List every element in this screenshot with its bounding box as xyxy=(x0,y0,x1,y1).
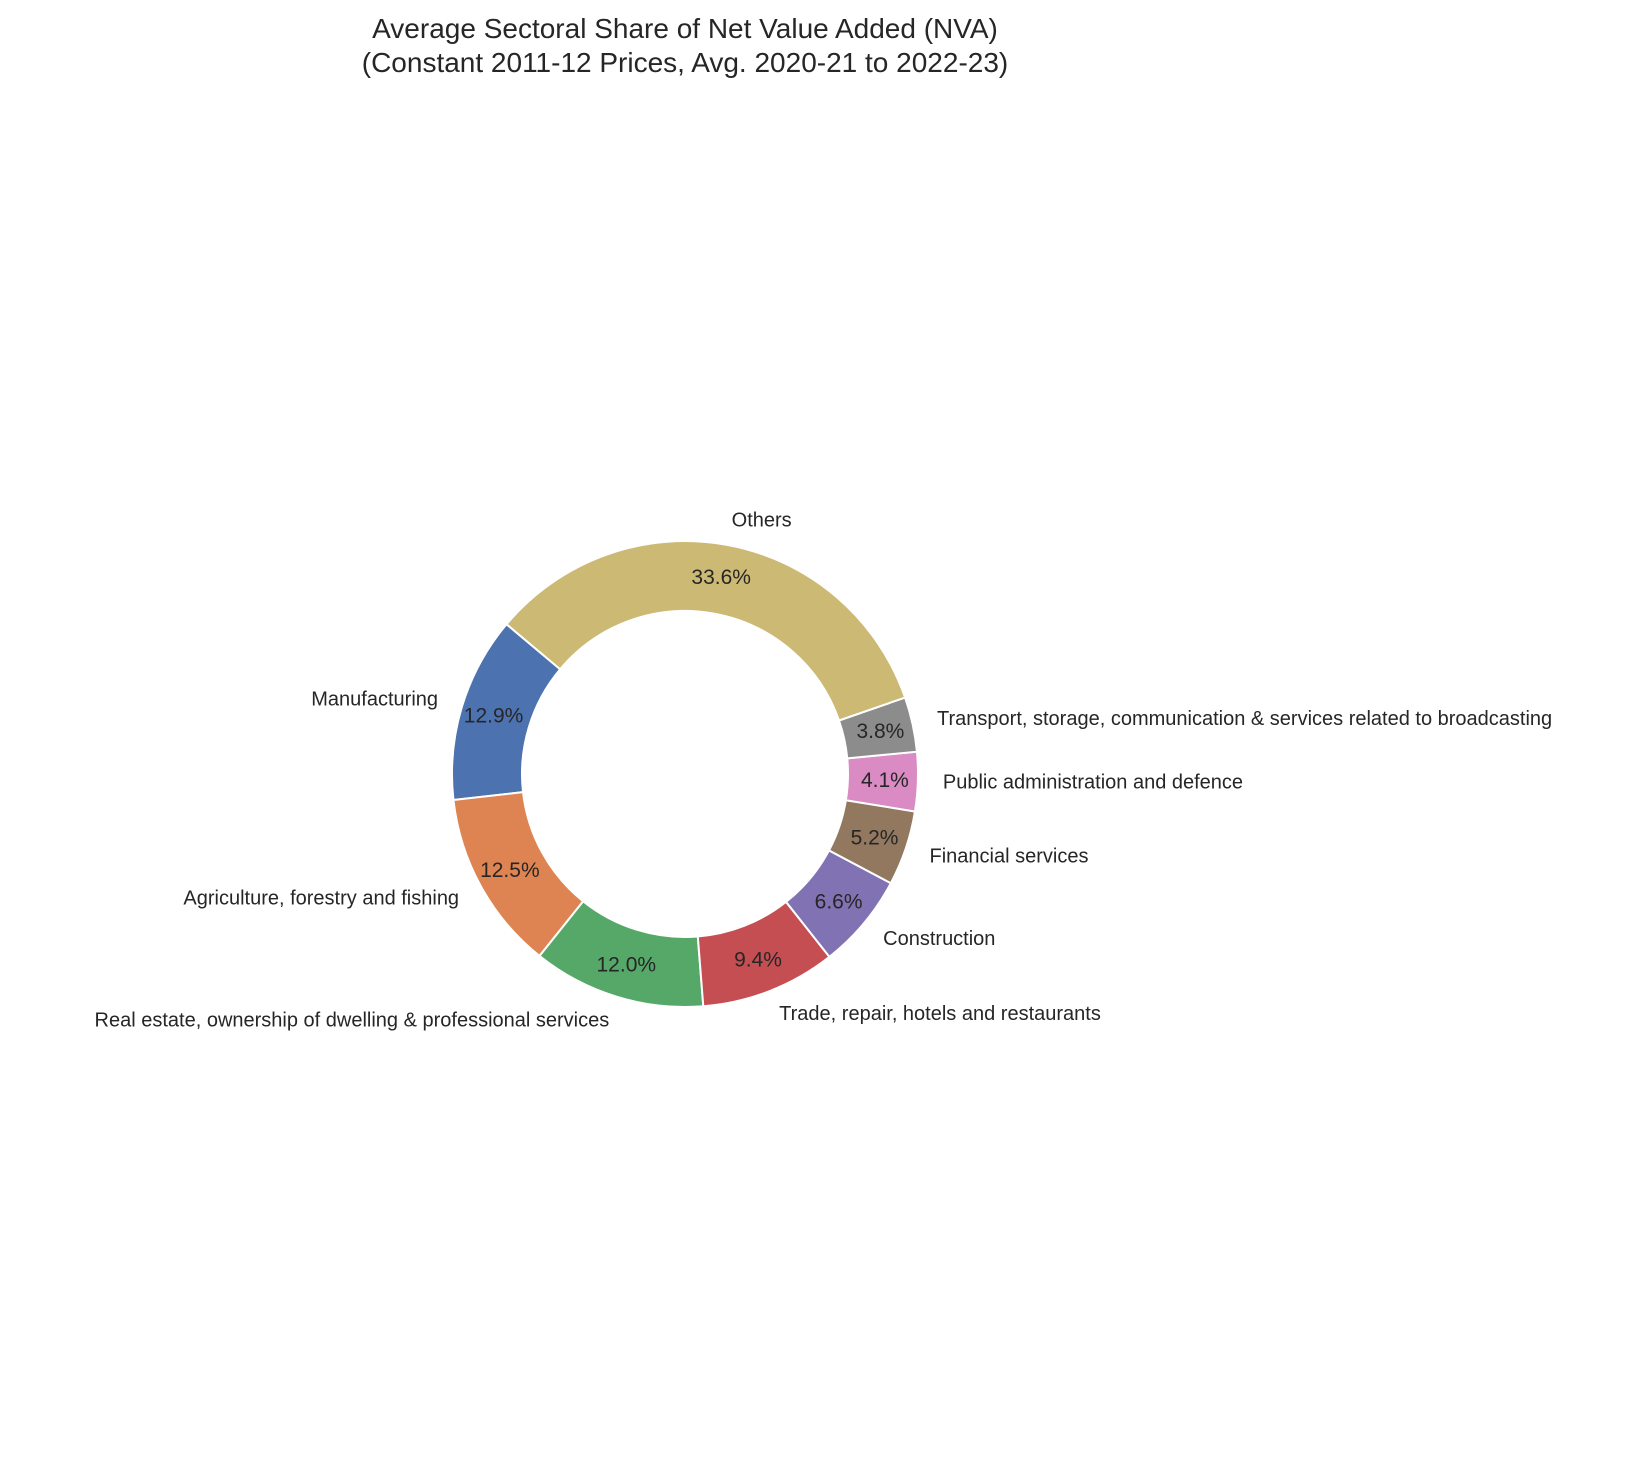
pct-label-construction: 6.6% xyxy=(815,891,863,914)
pct-label-transport-storage-communication-services-related-to-broadcasting: 3.8% xyxy=(856,720,904,743)
pct-label-manufacturing: 12.9% xyxy=(464,705,524,728)
pct-label-trade-repair-hotels-and-restaurants: 9.4% xyxy=(734,949,782,972)
category-label-manufacturing: Manufacturing xyxy=(311,688,438,710)
category-label-transport-storage-communication-services-related-to-broadcasting: Transport, storage, communication & serv… xyxy=(937,708,1552,730)
slice-others xyxy=(505,540,907,722)
pct-label-real-estate-ownership-of-dwelling-professional-services: 12.0% xyxy=(597,954,657,977)
category-label-trade-repair-hotels-and-restaurants: Trade, repair, hotels and restaurants xyxy=(779,1003,1101,1025)
category-label-public-administration-and-defence: Public administration and defence xyxy=(943,771,1243,793)
percentage-labels: 12.9% 12.5% 12.0% 9.4% 6.6% 5.2% 4.1% 3.8% 33.6% xyxy=(464,566,909,977)
chart-title: Average Sectoral Share of Net Value Adde… xyxy=(372,13,998,44)
chart-subtitle: (Constant 2011-12 Prices, Avg. 2020-21 t… xyxy=(362,47,1009,78)
category-label-others: Others xyxy=(732,509,792,531)
pct-label-public-administration-and-defence: 4.1% xyxy=(861,769,909,792)
category-label-real-estate-ownership-of-dwelling-professional-services: Real estate, ownership of dwelling & pro… xyxy=(95,1010,610,1032)
category-label-construction: Construction xyxy=(883,928,995,950)
category-labels: Manufacturing Agriculture, forestry and f… xyxy=(95,509,1553,1031)
pct-label-others: 33.6% xyxy=(691,566,751,589)
category-label-agriculture-forestry-and-fishing: Agriculture, forestry and fishing xyxy=(183,888,459,910)
pct-label-financial-services: 5.2% xyxy=(851,826,899,849)
category-label-financial-services: Financial services xyxy=(930,845,1089,867)
pct-label-agriculture-forestry-and-fishing: 12.5% xyxy=(480,859,540,882)
pie-slices xyxy=(451,540,919,1008)
